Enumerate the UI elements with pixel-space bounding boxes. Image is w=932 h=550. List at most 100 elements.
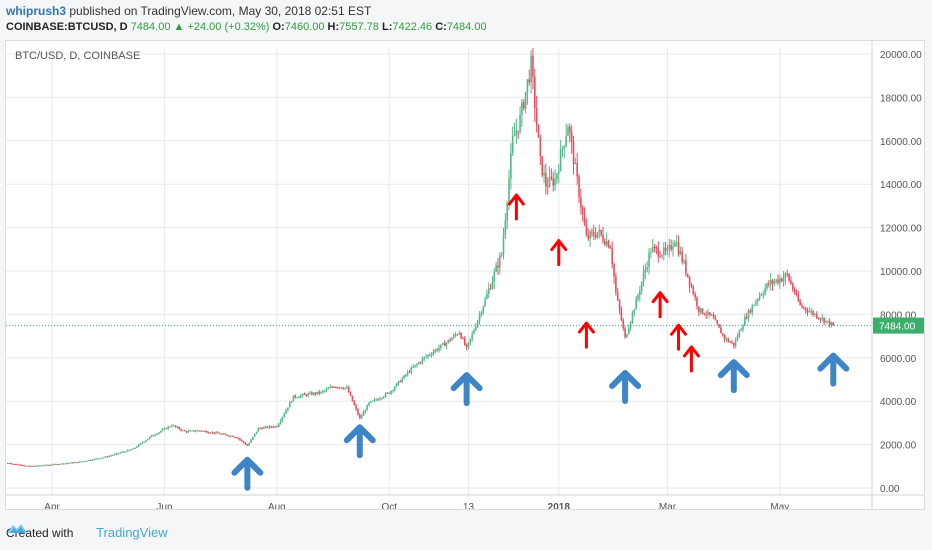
candle-body: [574, 162, 577, 165]
last-price-label: 7484.00: [879, 322, 916, 333]
candle-body: [349, 392, 352, 396]
candle-body: [432, 351, 435, 355]
candle-body: [692, 286, 695, 295]
candle-body: [265, 426, 267, 428]
candle-body: [357, 409, 359, 415]
candle-body: [460, 332, 462, 339]
candle-body: [756, 299, 759, 302]
candle-body: [12, 463, 15, 465]
candle-body: [817, 317, 820, 319]
candle-body: [733, 342, 735, 346]
candle-body: [261, 428, 263, 430]
candle-body: [32, 465, 35, 467]
candle-body: [123, 451, 125, 453]
candle-body: [38, 465, 40, 467]
tradingview-brand-link[interactable]: TradingView: [96, 525, 168, 540]
candle-body: [570, 132, 573, 142]
candle-body: [80, 461, 83, 463]
red-up-arrow-icon: [577, 321, 595, 349]
candle-body: [139, 443, 142, 445]
last-price-tag: [873, 317, 924, 334]
candle-body: [229, 435, 232, 437]
price-chart[interactable]: 20000.00 18000.00 16000.00 14000.00 12000.00…: [6, 41, 924, 509]
candle-body: [751, 305, 754, 313]
candle-body: [675, 242, 678, 244]
candle-body: [810, 311, 812, 313]
candle-body: [53, 464, 55, 466]
y-tick-label: 6000.00: [880, 354, 917, 365]
candle-body: [618, 299, 621, 311]
candle-body: [592, 232, 595, 236]
candle-body: [305, 394, 308, 396]
candle-body: [515, 130, 518, 136]
candle-body: [311, 392, 313, 395]
red-up-arrow-icon: [507, 193, 525, 221]
candle-body: [635, 298, 637, 310]
candle-body: [91, 459, 94, 461]
y-tick-label: 18000.00: [880, 93, 922, 104]
candle-body: [499, 255, 501, 268]
candle-body: [316, 391, 319, 395]
y-tick-label: 8000.00: [880, 310, 917, 321]
candle-body: [263, 427, 265, 429]
chart-panel[interactable]: 20000.00 18000.00 16000.00 14000.00 12000.00…: [5, 40, 925, 510]
candle-body: [14, 463, 17, 465]
candle-body: [287, 407, 289, 411]
candle-body: [117, 453, 120, 455]
candle-body: [401, 378, 403, 383]
candle-body: [784, 273, 787, 278]
candle-body: [598, 230, 601, 233]
candle-body: [557, 170, 560, 174]
candle-body: [484, 298, 486, 307]
candle-body: [406, 371, 409, 375]
candle-body: [727, 338, 730, 342]
x-tick-label: Mar: [659, 502, 677, 509]
candle-body: [585, 225, 588, 236]
candle-body: [502, 235, 505, 255]
candle-body: [622, 320, 625, 329]
candle-body: [828, 320, 831, 326]
candle-body: [292, 395, 295, 402]
blue-up-arrow-icon: [609, 369, 642, 404]
candle-body: [511, 136, 514, 154]
candle-body: [823, 317, 825, 323]
candle-body: [793, 289, 796, 294]
candle-body: [108, 455, 110, 457]
candle-body: [42, 465, 44, 467]
author-link[interactable]: whiprush3: [6, 4, 67, 18]
candle-body: [633, 309, 636, 313]
candle-body: [799, 300, 801, 306]
candle-body: [723, 334, 726, 340]
candle-body: [546, 186, 549, 188]
candle-body: [82, 461, 85, 463]
candle-body: [54, 464, 57, 466]
candle-body: [194, 431, 197, 433]
candle-body: [427, 355, 429, 357]
candle-body: [21, 465, 24, 467]
candle-body: [662, 247, 665, 256]
candle-body: [255, 431, 258, 434]
candle-body: [185, 431, 188, 433]
candle-body: [832, 322, 835, 326]
candle-body: [189, 430, 192, 432]
candle-body: [712, 314, 715, 319]
candle-body: [780, 278, 783, 282]
candle-body: [569, 126, 571, 133]
candle-body: [683, 260, 685, 263]
candle-body: [801, 305, 803, 308]
candle-body: [176, 426, 179, 428]
candle-body: [30, 465, 33, 467]
candle-body: [613, 264, 615, 277]
candle-body: [171, 425, 173, 427]
candle-body: [703, 313, 706, 315]
candle-body: [393, 387, 396, 391]
candle-body: [237, 437, 239, 439]
candle-body: [126, 450, 129, 452]
candle-body: [508, 178, 510, 204]
candle-body: [788, 273, 790, 281]
candle-body: [664, 247, 667, 251]
x-tick-label: Apr: [44, 502, 60, 509]
candle-body: [591, 231, 593, 233]
candle-body: [447, 339, 450, 343]
candle-body: [307, 393, 309, 396]
